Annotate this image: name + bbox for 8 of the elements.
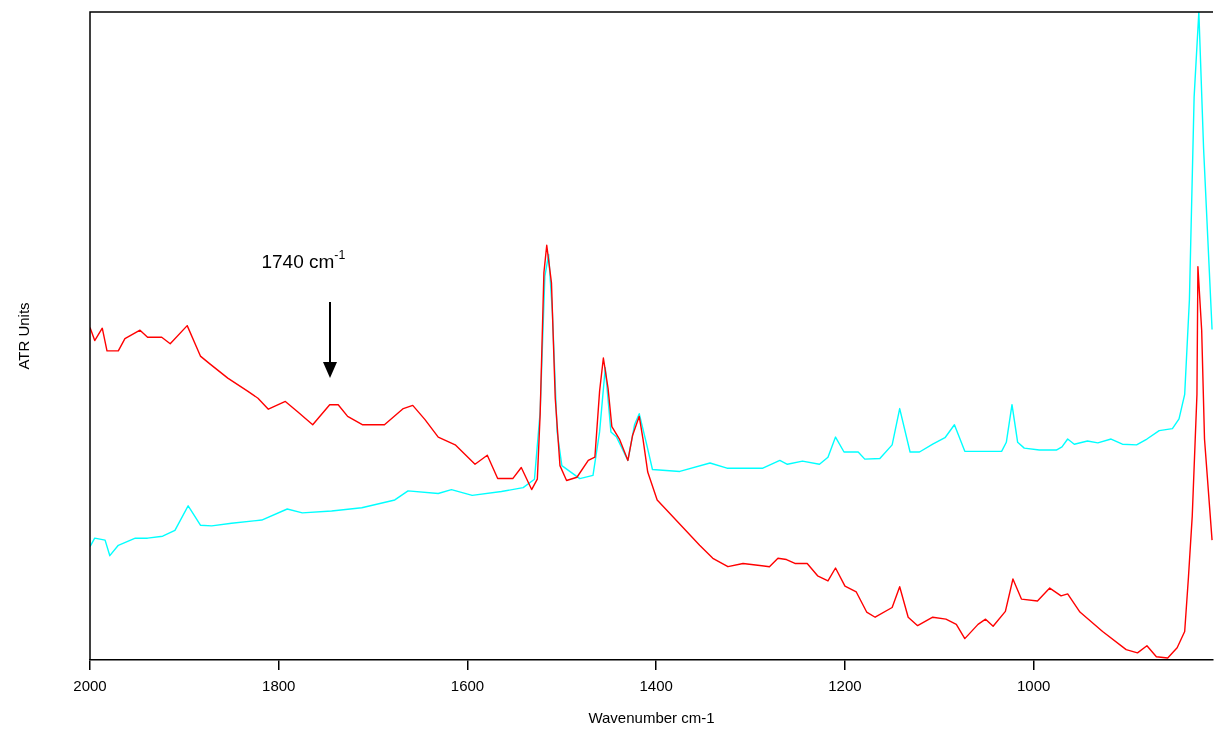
x-tick-label: 1800 — [262, 677, 296, 695]
x-tick-label: 2000 — [73, 677, 107, 695]
x-tick-label: 1400 — [639, 677, 673, 695]
x-tick-label: 1600 — [450, 677, 485, 695]
x-tick-label: 1000 — [1017, 677, 1051, 695]
y-axis-title: ATR Units — [15, 302, 33, 370]
x-tick-label: 1200 — [828, 677, 862, 695]
x-axis-title: Wavenumber cm-1 — [588, 709, 715, 727]
